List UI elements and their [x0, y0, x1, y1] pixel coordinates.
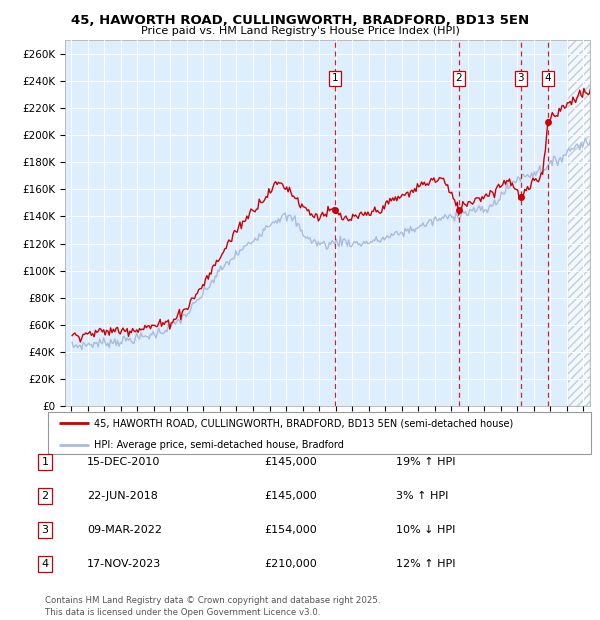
Text: 4: 4 [41, 559, 49, 569]
Text: £210,000: £210,000 [264, 559, 317, 569]
Text: 1: 1 [41, 457, 49, 467]
Text: 3: 3 [41, 525, 49, 535]
Text: 2: 2 [455, 73, 462, 83]
Text: 3% ↑ HPI: 3% ↑ HPI [396, 491, 448, 501]
Text: 09-MAR-2022: 09-MAR-2022 [87, 525, 162, 535]
Text: £154,000: £154,000 [264, 525, 317, 535]
Text: 2: 2 [41, 491, 49, 501]
Text: 15-DEC-2010: 15-DEC-2010 [87, 457, 160, 467]
FancyBboxPatch shape [48, 412, 591, 454]
Text: 3: 3 [517, 73, 524, 83]
Text: Contains HM Land Registry data © Crown copyright and database right 2025.
This d: Contains HM Land Registry data © Crown c… [45, 596, 380, 617]
Text: 45, HAWORTH ROAD, CULLINGWORTH, BRADFORD, BD13 5EN: 45, HAWORTH ROAD, CULLINGWORTH, BRADFORD… [71, 14, 529, 27]
Text: 22-JUN-2018: 22-JUN-2018 [87, 491, 158, 501]
Text: 4: 4 [545, 73, 551, 83]
Text: 17-NOV-2023: 17-NOV-2023 [87, 559, 161, 569]
Text: £145,000: £145,000 [264, 457, 317, 467]
Text: 19% ↑ HPI: 19% ↑ HPI [396, 457, 455, 467]
Text: 1: 1 [332, 73, 338, 83]
Text: 12% ↑ HPI: 12% ↑ HPI [396, 559, 455, 569]
Text: 45, HAWORTH ROAD, CULLINGWORTH, BRADFORD, BD13 5EN (semi-detached house): 45, HAWORTH ROAD, CULLINGWORTH, BRADFORD… [94, 418, 514, 428]
Text: 10% ↓ HPI: 10% ↓ HPI [396, 525, 455, 535]
Text: HPI: Average price, semi-detached house, Bradford: HPI: Average price, semi-detached house,… [94, 440, 344, 450]
Text: £145,000: £145,000 [264, 491, 317, 501]
Text: Price paid vs. HM Land Registry's House Price Index (HPI): Price paid vs. HM Land Registry's House … [140, 26, 460, 36]
